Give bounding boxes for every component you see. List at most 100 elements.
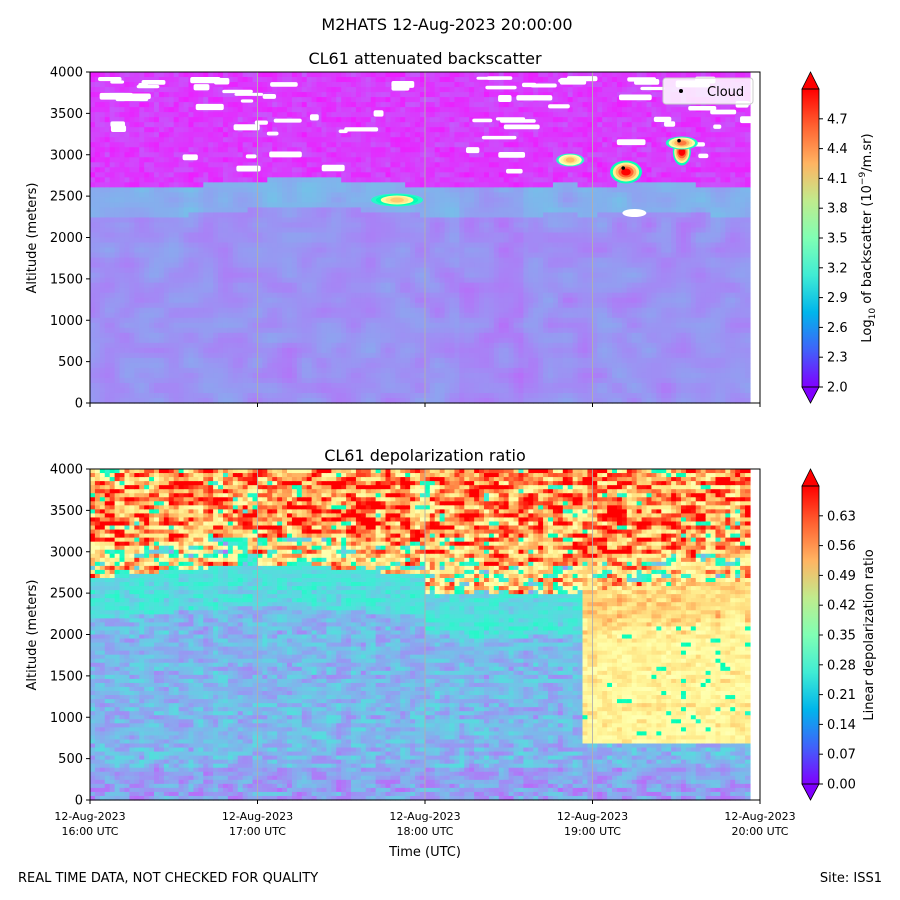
heat-cell <box>306 217 313 224</box>
heat-cell <box>444 362 451 369</box>
heat-cell <box>104 142 111 148</box>
heat-cell <box>99 237 106 244</box>
heat-cell <box>439 282 446 289</box>
heat-cell <box>419 317 426 324</box>
heat-cell <box>365 342 372 349</box>
heat-cell <box>410 327 416 334</box>
heat-cell <box>444 377 451 384</box>
heat-cell <box>355 282 362 289</box>
heat-cell <box>203 197 209 203</box>
heat-cell <box>183 352 190 359</box>
heat-cell <box>188 362 195 369</box>
heat-cell <box>355 232 362 239</box>
heat-cell <box>99 177 106 183</box>
heat-cell <box>134 202 140 209</box>
heat-cell <box>296 227 303 234</box>
heat-cell <box>227 237 234 244</box>
heat-cell <box>99 242 106 249</box>
heat-cell <box>104 227 111 234</box>
heat-cell <box>242 227 249 234</box>
heat-cell <box>277 392 283 399</box>
heat-cell <box>173 262 180 269</box>
heat-cell <box>341 242 347 249</box>
heat-cell <box>272 157 278 163</box>
heat-cell <box>341 237 347 244</box>
heat-cell <box>400 272 406 279</box>
heat-cell <box>291 297 298 304</box>
heat-cell <box>272 332 278 339</box>
heat-cell <box>415 297 421 304</box>
heat-cell <box>405 187 411 193</box>
heat-cell <box>454 317 460 324</box>
heat-cell <box>139 232 145 239</box>
heat-cell <box>183 367 190 374</box>
heat-cell <box>227 397 234 404</box>
heat-cell <box>449 337 456 344</box>
heat-cell <box>232 232 239 239</box>
heat-cell <box>291 262 298 269</box>
heat-cell <box>444 222 451 229</box>
heat-cell <box>129 357 135 364</box>
heat-cell <box>272 272 278 279</box>
heat-cell <box>168 367 175 374</box>
heat-cell <box>296 127 303 133</box>
heat-cell <box>94 387 101 394</box>
heat-cell <box>134 147 140 153</box>
heat-cell <box>360 97 367 103</box>
heat-cell <box>375 187 382 193</box>
heat-cell <box>291 97 298 103</box>
heat-cell <box>99 82 106 88</box>
heat-cell <box>306 87 313 93</box>
heat-cell <box>188 172 195 178</box>
heat-cell <box>336 177 342 183</box>
heat-cell <box>109 172 116 178</box>
heat-cell <box>188 347 195 354</box>
heat-cell <box>252 252 259 259</box>
heat-cell <box>439 277 446 284</box>
heat-cell <box>346 212 352 219</box>
heat-cell <box>222 367 229 374</box>
heat-cell <box>237 242 244 249</box>
heat-cell <box>459 272 465 279</box>
heat-cell <box>213 122 219 128</box>
heat-cell <box>193 182 199 188</box>
heat-cell <box>262 277 268 284</box>
heat-cell <box>419 82 426 88</box>
heat-cell <box>104 277 111 284</box>
heat-cell <box>385 92 392 98</box>
heat-cell <box>385 307 392 314</box>
heat-cell <box>173 92 180 98</box>
heat-cell <box>173 247 180 254</box>
heat-cell <box>188 162 195 168</box>
heat-cell <box>149 187 155 193</box>
heat-cell <box>168 262 175 269</box>
heat-cell <box>267 222 273 229</box>
heat-cell <box>168 127 175 133</box>
heat-cell <box>173 97 180 103</box>
heat-cell <box>291 272 298 279</box>
heat-cell <box>232 202 239 209</box>
heat-cell <box>390 167 396 173</box>
heat-cell <box>232 242 239 249</box>
heat-cell <box>296 397 303 404</box>
heat-cell <box>183 147 190 153</box>
heat-cell <box>124 377 131 384</box>
heat-cell <box>144 227 150 234</box>
heat-cell <box>237 342 244 349</box>
heat-cell <box>390 377 396 384</box>
heat-cell <box>390 272 396 279</box>
heat-cell <box>326 252 332 259</box>
heat-cell <box>178 332 185 339</box>
heat-cell <box>134 187 140 193</box>
heat-cell <box>139 332 145 339</box>
heat-cell <box>454 127 460 133</box>
heat-cell <box>429 157 436 163</box>
heat-cell <box>370 137 377 143</box>
heat-cell <box>454 287 460 294</box>
heat-cell <box>139 182 145 188</box>
heat-cell <box>321 272 328 279</box>
heat-cell <box>193 247 199 254</box>
heat-cell <box>390 302 396 309</box>
heat-cell <box>459 222 465 229</box>
heat-cell <box>222 362 229 369</box>
